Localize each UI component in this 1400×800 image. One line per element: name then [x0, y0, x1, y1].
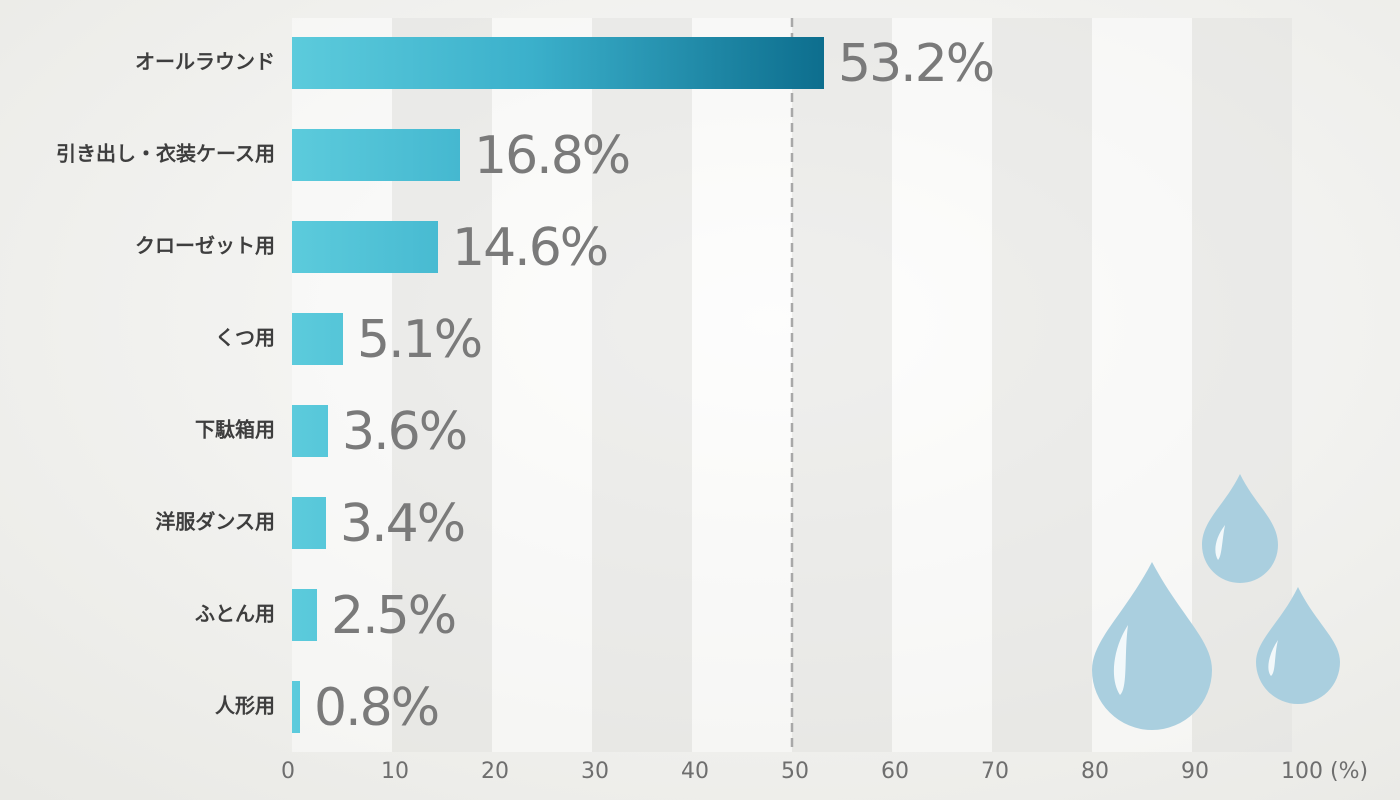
grid-band: [992, 18, 1092, 752]
droplet: [1256, 587, 1340, 704]
value-label: 16.8%: [474, 126, 629, 186]
category-label: 洋服ダンス用: [155, 510, 275, 534]
droplet: [1202, 474, 1278, 583]
value-label: 53.2%: [838, 34, 993, 94]
category-label: 下駄箱用: [195, 418, 275, 442]
value-label: 5.1%: [357, 310, 481, 370]
x-tick-label: 80: [1081, 759, 1109, 784]
bar: [292, 313, 343, 365]
bar: [292, 497, 326, 549]
bar: [292, 221, 438, 273]
x-tick-label: 50: [781, 759, 809, 784]
category-label: クローゼット用: [135, 234, 275, 258]
value-label: 14.6%: [452, 218, 607, 278]
bar: [292, 37, 824, 89]
bar: [292, 129, 460, 181]
x-tick-label: 100 (%): [1281, 759, 1368, 784]
x-tick-label: 30: [581, 759, 609, 784]
grid-band: [492, 18, 592, 752]
category-label: 人形用: [215, 694, 275, 718]
bar: [292, 589, 317, 641]
grid-band: [792, 18, 892, 752]
category-label: オールラウンド: [135, 50, 275, 74]
category-label: ふとん用: [195, 602, 275, 626]
x-tick-label: 40: [681, 759, 709, 784]
value-label: 3.6%: [342, 402, 466, 462]
grid-band: [592, 18, 692, 752]
value-label: 3.4%: [340, 494, 464, 554]
bar: [292, 681, 300, 733]
x-tick-label: 70: [981, 759, 1009, 784]
x-tick-label: 90: [1181, 759, 1209, 784]
bar: [292, 405, 328, 457]
category-label: 引き出し・衣装ケース用: [56, 142, 275, 166]
x-tick-label: 60: [881, 759, 909, 784]
value-label: 2.5%: [331, 586, 455, 646]
x-tick-label: 20: [481, 759, 509, 784]
x-tick-label: 0: [281, 759, 295, 784]
grid-band: [692, 18, 792, 752]
category-label: くつ用: [215, 326, 275, 350]
plot: 0 10 20 30 40 50 60 70 80 90 100 (%) オールラウンド 53.2% 引き…: [56, 18, 1368, 784]
grid-band: [892, 18, 992, 752]
x-tick-label: 10: [381, 759, 409, 784]
value-label: 0.8%: [314, 678, 438, 738]
droplets: [1092, 474, 1340, 730]
